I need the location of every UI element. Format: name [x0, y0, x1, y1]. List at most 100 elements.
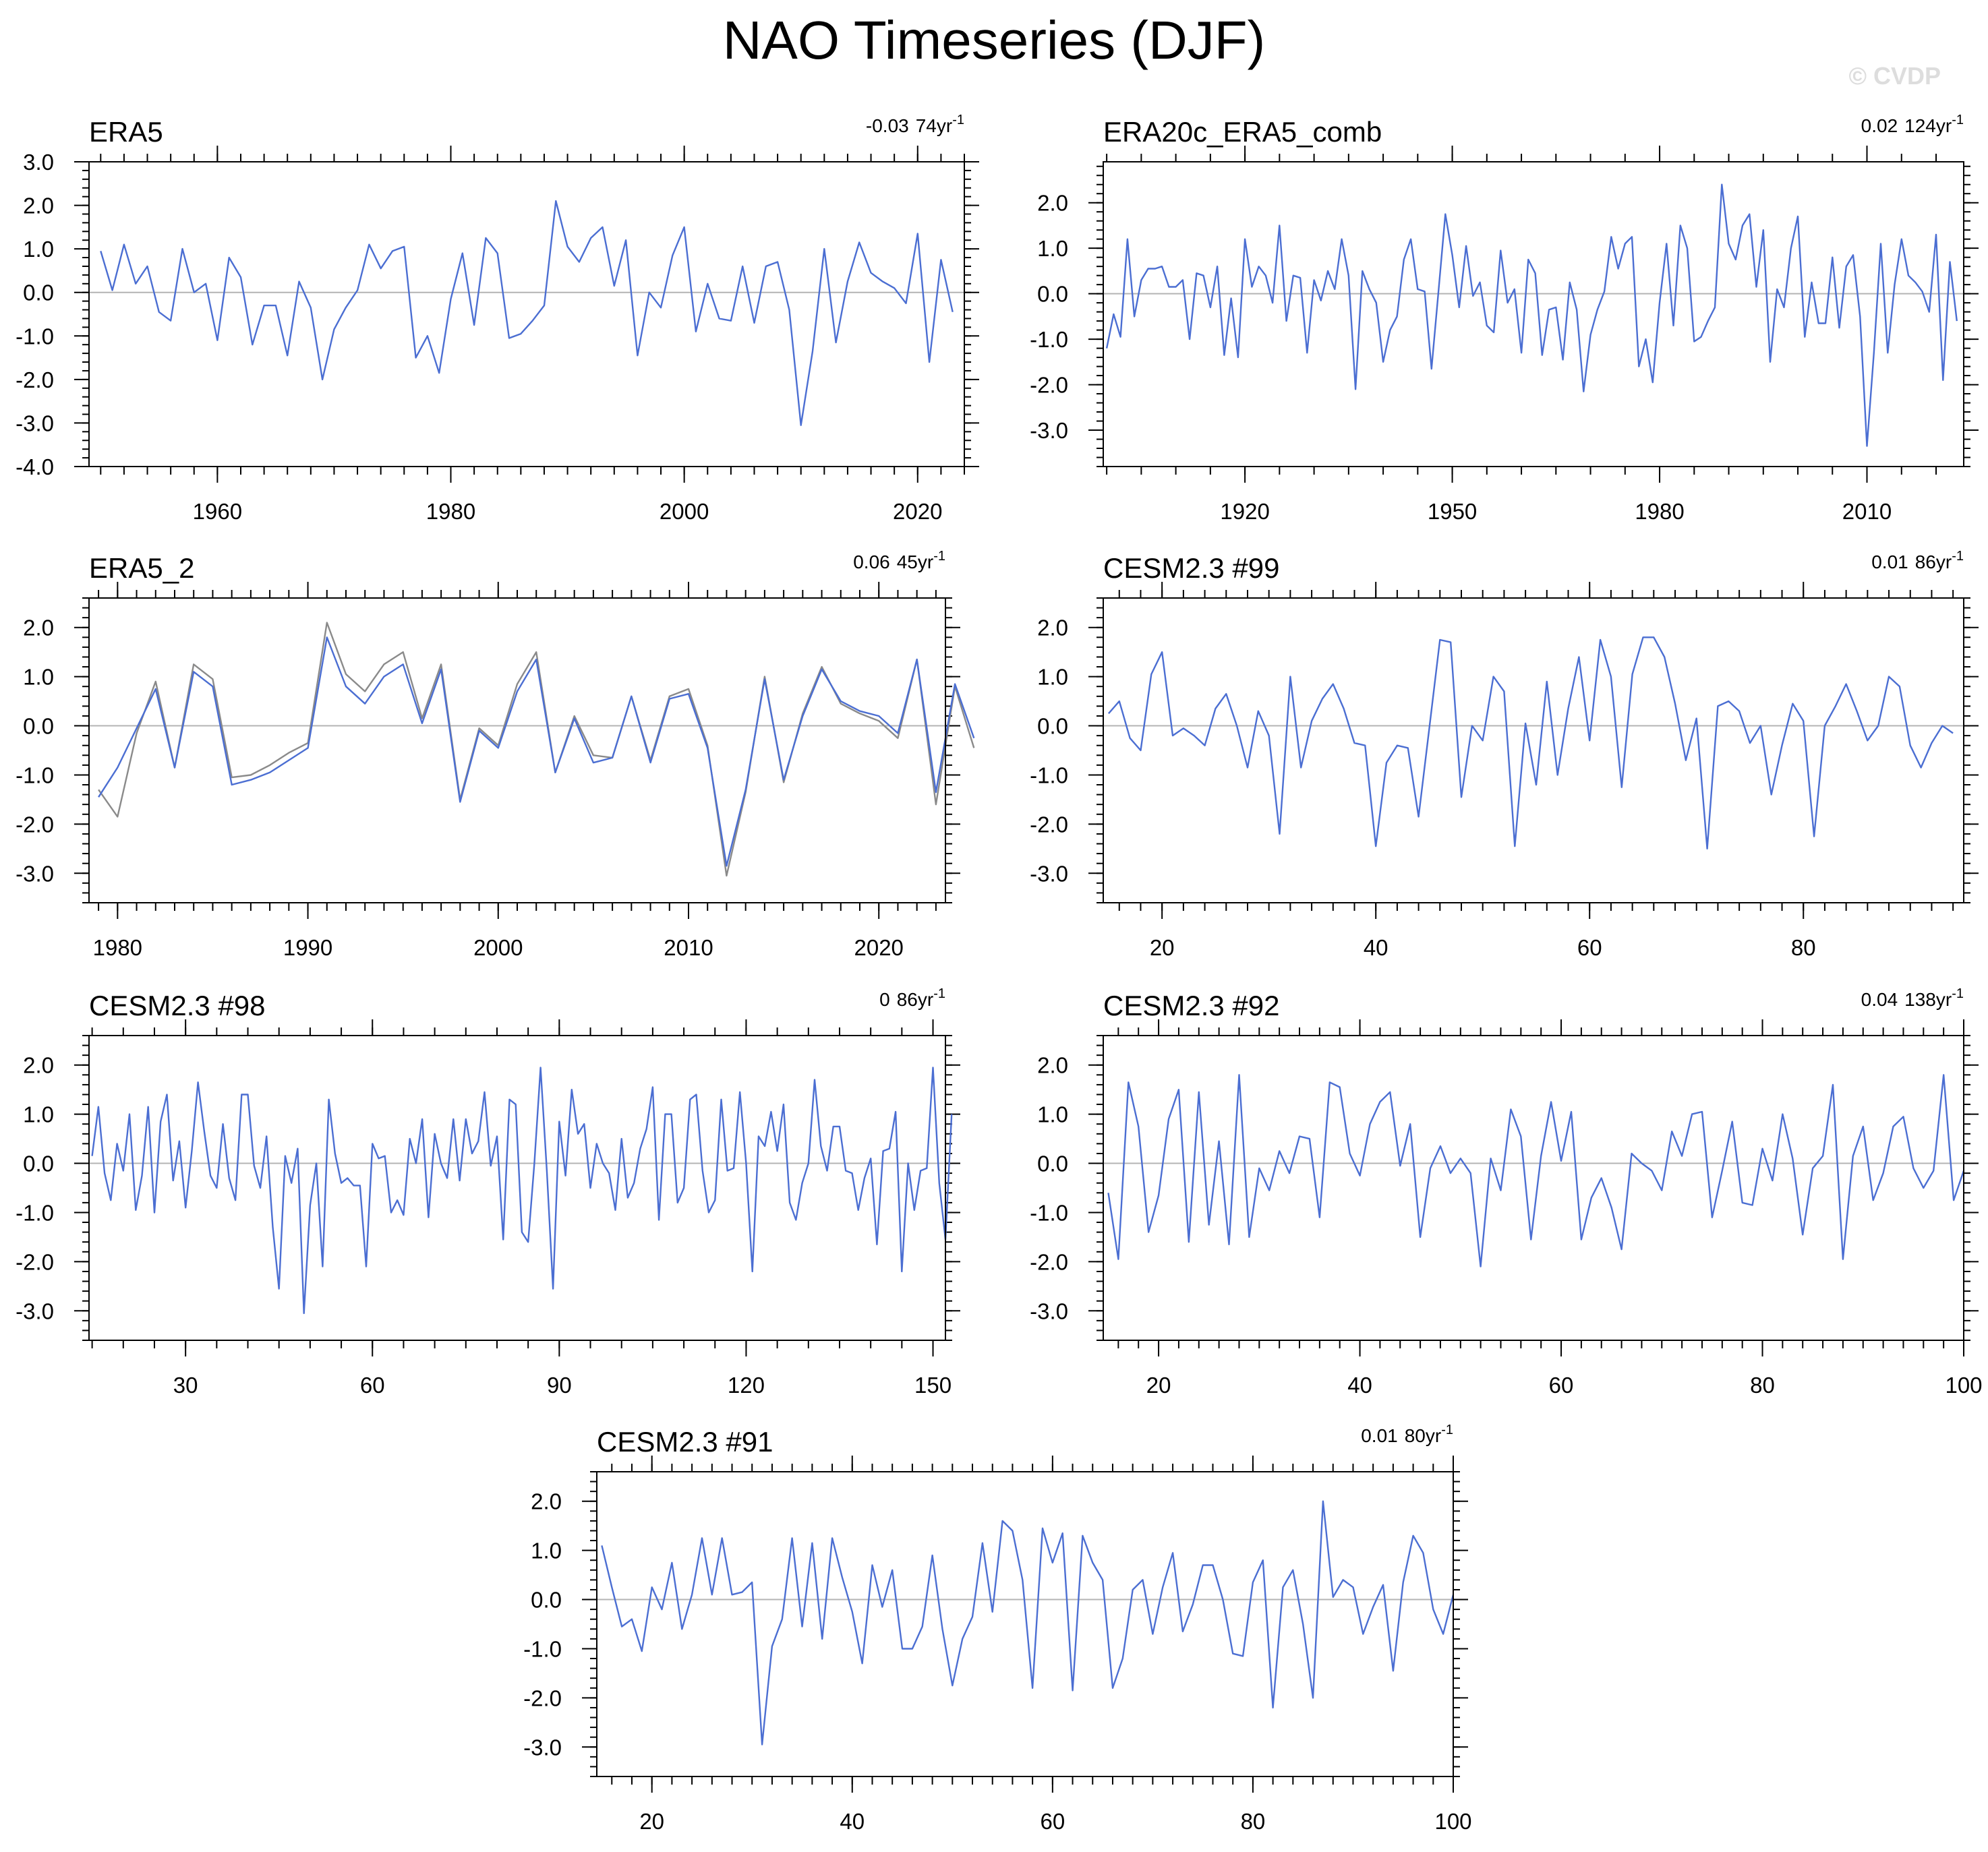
trend-superscript: -1 — [933, 986, 945, 1001]
x-tick-label: 40 — [840, 1809, 865, 1834]
y-tick-label: 0.0 — [23, 714, 54, 739]
x-tick-label: 60 — [1549, 1373, 1574, 1398]
y-tick-label: 0.0 — [1037, 1152, 1068, 1176]
trend-period: 86yr — [1915, 551, 1952, 572]
y-tick-label: 2.0 — [23, 193, 54, 218]
trend-superscript: -1 — [1441, 1423, 1453, 1437]
x-tick-label: 80 — [1241, 1809, 1266, 1834]
y-tick-label: -2.0 — [16, 1249, 54, 1274]
trend-value: 0.06 — [853, 551, 890, 572]
trend-superscript: -1 — [952, 113, 964, 127]
x-tick-label: 40 — [1347, 1373, 1372, 1398]
y-tick-label: -1.0 — [16, 324, 54, 349]
panel-6: CESM2.3 #92 0.04 138yr-1 2.0 1.0 0.0 -1.0 -2.0 -… — [1030, 986, 1982, 1398]
y-tick-label: -1.0 — [16, 1200, 54, 1225]
trend-value: 0.04 — [1861, 989, 1898, 1010]
y-tick-label: -4.0 — [16, 454, 54, 479]
nao-series-line — [100, 200, 954, 426]
x-tick-label: 2010 — [664, 935, 713, 960]
x-tick-label: 60 — [1577, 935, 1602, 960]
x-tick-label: 80 — [1791, 935, 1816, 960]
trend-period: 124yr — [1904, 115, 1952, 136]
y-tick-label: -2.0 — [16, 812, 54, 837]
figure-title: NAO Timeseries (DJF) — [722, 10, 1266, 70]
y-tick-label: 0.0 — [1037, 282, 1068, 307]
trend-superscript: -1 — [933, 549, 945, 564]
panel-title: ERA5_2 — [89, 552, 194, 584]
nao-series-line — [98, 636, 975, 867]
x-tick-label: 1950 — [1428, 499, 1477, 524]
trend-label: 0.01 86yr-1 — [1871, 549, 1964, 572]
y-tick-label: 2.0 — [1037, 1053, 1068, 1078]
y-tick-label: 1.0 — [23, 237, 54, 262]
y-tick-label: -2.0 — [1030, 1249, 1068, 1274]
y-tick-label: 0.0 — [23, 280, 54, 305]
cvdp-watermark: © CVDP — [1848, 62, 1941, 90]
y-tick-label: -3.0 — [1030, 861, 1068, 886]
trend-label: 0.06 45yr-1 — [853, 549, 945, 572]
trend-period: 45yr — [897, 551, 933, 572]
x-tick-label: 100 — [1434, 1809, 1471, 1834]
panel-title: ERA5 — [89, 116, 163, 148]
x-tick-label: 90 — [547, 1373, 572, 1398]
trend-period: 86yr — [897, 989, 933, 1010]
panel-1: ERA5 -0.03 74yr-1 3.0 2.0 1.0 0.0 -1.0 -2.0 -3.0 -… — [16, 113, 979, 524]
y-tick-label: -1.0 — [1030, 763, 1068, 787]
trend-label: 0.04 138yr-1 — [1861, 986, 1964, 1010]
y-tick-label: 0.0 — [23, 1152, 54, 1176]
x-tick-label: 20 — [1150, 935, 1175, 960]
trend-value: -0.03 — [866, 115, 909, 136]
panel-7: CESM2.3 #91 0.01 80yr-1 2.0 1.0 0.0 -1.0 -2.0 -3… — [523, 1423, 1471, 1834]
y-tick-label: 1.0 — [531, 1539, 562, 1563]
x-tick-label: 60 — [360, 1373, 385, 1398]
y-tick-label: -2.0 — [1030, 373, 1068, 398]
panel-2: ERA20c_ERA5_comb 0.02 124yr-1 2.0 1.0 0.0 -1.0… — [1030, 113, 1979, 524]
y-tick-label: -3.0 — [16, 861, 54, 886]
y-tick-label: 3.0 — [23, 150, 54, 175]
x-tick-label: 2010 — [1842, 499, 1892, 524]
y-tick-label: -1.0 — [1030, 327, 1068, 352]
x-tick-label: 120 — [728, 1373, 765, 1398]
y-tick-label: 1.0 — [23, 665, 54, 690]
x-tick-label: 60 — [1040, 1809, 1065, 1834]
plot-frame — [596, 1471, 1454, 1777]
panel-4: CESM2.3 #99 0.01 86yr-1 2.0 1.0 0.0 -1.0 -2.0 -3… — [1030, 549, 1979, 960]
trend-label: -0.03 74yr-1 — [866, 113, 964, 136]
x-tick-label: 2020 — [893, 499, 942, 524]
nao-series-line — [1105, 183, 1958, 447]
trend-value: 0 — [879, 989, 890, 1010]
nao-series-line — [1107, 1074, 1965, 1267]
plot-frame — [88, 597, 946, 903]
x-tick-label: 150 — [914, 1373, 952, 1398]
y-tick-label: -3.0 — [1030, 418, 1068, 443]
y-tick-label: 1.0 — [23, 1102, 54, 1127]
trend-value: 0.02 — [1861, 115, 1898, 136]
x-tick-label: 30 — [173, 1373, 198, 1398]
y-tick-label: 0.0 — [531, 1588, 562, 1613]
nao-series-line — [91, 1067, 953, 1315]
y-tick-label: -3.0 — [16, 411, 54, 436]
x-tick-label: 2000 — [660, 499, 709, 524]
panel-title: CESM2.3 #92 — [1103, 990, 1279, 1021]
x-tick-label: 2000 — [473, 935, 523, 960]
y-tick-label: -2.0 — [1030, 812, 1068, 837]
trend-period: 74yr — [916, 115, 952, 136]
y-tick-label: 0.0 — [1037, 714, 1068, 739]
trend-superscript: -1 — [1952, 549, 1964, 564]
trend-label: 0.01 80yr-1 — [1361, 1423, 1453, 1446]
y-tick-label: 1.0 — [1037, 665, 1068, 690]
trend-value: 0.01 — [1871, 551, 1908, 572]
panel-title: CESM2.3 #91 — [597, 1426, 773, 1458]
y-tick-label: -1.0 — [16, 763, 54, 787]
x-tick-label: 80 — [1750, 1373, 1775, 1398]
panel-3: ERA5_2 0.06 45yr-1 2.0 1.0 0.0 -1.0 -2.0 -3.0 198… — [16, 549, 975, 960]
panel-title: CESM2.3 #98 — [89, 990, 265, 1021]
y-tick-label: -3.0 — [523, 1735, 562, 1760]
x-tick-label: 1980 — [426, 499, 475, 524]
plot-frame — [1103, 161, 1964, 467]
y-tick-label: -2.0 — [16, 367, 54, 392]
x-tick-label: 1980 — [1635, 499, 1684, 524]
x-tick-label: 1980 — [93, 935, 142, 960]
y-tick-label: 1.0 — [1037, 1102, 1068, 1127]
